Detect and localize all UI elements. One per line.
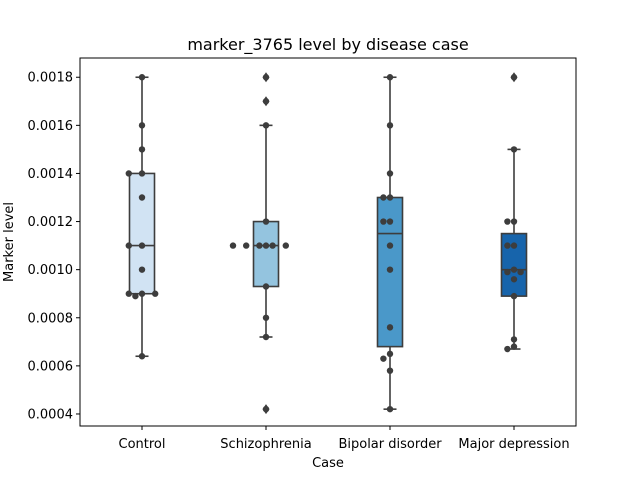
data-point [510, 74, 518, 81]
data-point [380, 194, 387, 201]
data-point [386, 218, 394, 225]
box-group [500, 72, 528, 350]
plot-area [125, 72, 528, 415]
data-point [262, 242, 270, 249]
data-point [138, 146, 146, 153]
data-point [125, 242, 132, 249]
y-tick-label: 0.0014 [28, 167, 74, 182]
data-point [504, 268, 511, 276]
data-point [504, 242, 511, 249]
data-point [510, 146, 518, 153]
data-point [386, 266, 394, 273]
swarm-group [125, 74, 159, 360]
y-tick-label: 0.0004 [28, 407, 74, 422]
data-point [125, 290, 132, 297]
data-point [229, 242, 237, 249]
data-point [262, 314, 270, 321]
data-point [262, 405, 270, 413]
y-tick-label: 0.0010 [28, 263, 74, 278]
x-axis-label: Case [312, 456, 344, 471]
swarm-group [504, 74, 524, 353]
data-point [256, 242, 263, 249]
data-point [138, 266, 146, 273]
x-axis: Control Schizophrenia Bipolar disorder Majo… [119, 426, 570, 452]
data-point [152, 290, 159, 297]
data-point [386, 122, 394, 129]
swarm-group [380, 74, 394, 413]
y-axis: 0.0004 0.0006 0.0008 0.0010 0.0012 0.0014 0.00… [28, 71, 80, 422]
data-point [138, 74, 146, 81]
data-point [138, 353, 146, 360]
data-point [517, 268, 524, 276]
data-point [125, 170, 132, 177]
data-point [262, 74, 270, 81]
box [128, 172, 156, 295]
data-point [510, 276, 518, 283]
x-tick-label: Control [119, 437, 166, 452]
box [252, 220, 280, 288]
data-point [386, 350, 394, 358]
y-tick-label: 0.0018 [28, 71, 74, 86]
data-point [262, 98, 270, 105]
y-tick-label: 0.0016 [28, 119, 74, 134]
y-tick-label: 0.0008 [28, 311, 74, 326]
data-point [386, 324, 394, 331]
data-point [510, 336, 518, 343]
data-point [386, 74, 394, 81]
data-point [380, 218, 387, 225]
data-point [504, 345, 511, 353]
x-tick-label: Schizophrenia [220, 437, 311, 452]
data-point [138, 170, 146, 177]
data-point [138, 122, 146, 129]
chart-title: marker_3765 level by disease case [187, 35, 468, 55]
data-point [510, 266, 518, 273]
y-tick-label: 0.0012 [28, 215, 74, 230]
data-point [262, 283, 270, 290]
y-axis-label: Marker level [2, 202, 17, 282]
plot-frame [79, 57, 577, 427]
data-point [262, 218, 270, 225]
data-point [138, 290, 146, 297]
data-point [262, 122, 270, 129]
y-tick-label: 0.0006 [28, 359, 74, 374]
data-point [510, 218, 518, 225]
data-point [386, 170, 394, 177]
data-point [269, 242, 276, 249]
data-point [504, 218, 511, 225]
data-point [262, 333, 270, 341]
data-point [386, 367, 394, 374]
data-point [282, 242, 289, 249]
x-tick-label: Major depression [458, 437, 569, 452]
data-point [243, 242, 250, 249]
data-point [138, 242, 146, 249]
data-point [386, 242, 394, 249]
swarm-group [229, 74, 289, 413]
data-point [510, 343, 518, 350]
data-point [510, 292, 518, 300]
data-point [386, 405, 394, 413]
data-point [380, 355, 387, 362]
x-tick-label: Bipolar disorder [338, 437, 442, 452]
data-point [386, 194, 394, 201]
box-group [128, 76, 156, 358]
data-point [510, 242, 518, 249]
data-point [138, 194, 146, 201]
data-point [132, 292, 139, 300]
